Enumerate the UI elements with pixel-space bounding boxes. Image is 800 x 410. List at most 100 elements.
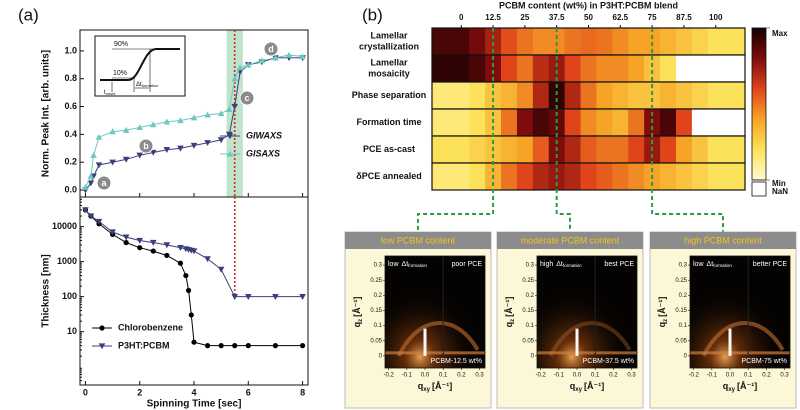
heatmap-cell (660, 163, 677, 190)
annotation-badge (239, 90, 255, 106)
gi-title: high PCBM content (684, 235, 762, 245)
marker (245, 343, 251, 349)
heatmap-cell (707, 163, 746, 190)
x-tick-label: 25 (520, 13, 529, 22)
annotation-label: b (143, 141, 149, 151)
y-axis-label: qz [Å⁻¹] (352, 297, 363, 328)
y-tick-label: 0.05 (370, 338, 382, 344)
heatmap-cell (628, 136, 645, 163)
gi-horizon (385, 351, 485, 355)
marker (149, 149, 157, 156)
marker (177, 145, 184, 152)
y-tick-label: 10000 (52, 221, 77, 231)
marker (109, 128, 116, 135)
x-tick-label: -0.2 (383, 373, 394, 379)
heatmap-cell (532, 82, 550, 109)
legend-label: GIWAXS (246, 130, 282, 140)
heatmap-row-frame (431, 162, 746, 191)
marker (190, 248, 198, 255)
heatmap-cell (469, 163, 486, 190)
annotation-label: c (244, 93, 249, 103)
heatmap-cell (660, 82, 677, 109)
gi-note-part: Δt (402, 261, 409, 268)
heatmap-cell (432, 136, 470, 163)
legend-label: P3HT:PCBM (118, 340, 170, 350)
x-tick-label: 0.0 (421, 373, 430, 379)
gi-note: poor PCE (452, 261, 483, 268)
marker (87, 213, 95, 220)
marker (136, 237, 144, 244)
heatmap-cell (548, 55, 566, 82)
y-tick-label: 0.3 (374, 263, 383, 269)
colorbar-nan (751, 181, 767, 197)
x-tick-label: -0.2 (688, 373, 699, 379)
panel-label: (a) (18, 5, 39, 24)
gi-title: low PCBM content (381, 235, 456, 245)
y-tick-label: 0.2 (526, 293, 535, 299)
marker (258, 57, 266, 64)
heatmap-cell (596, 28, 613, 55)
marker (190, 114, 198, 121)
heatmap-cell (516, 82, 534, 109)
x-axis-label-part: q (418, 381, 424, 391)
y-tick-label: 0.2 (679, 293, 688, 299)
marker (226, 133, 234, 140)
heatmap-cell (564, 82, 582, 109)
marker (232, 343, 238, 349)
heatmap-cell (660, 136, 677, 163)
panel-label: (b) (362, 5, 383, 24)
y-axis-label: Thickness [nm] (41, 254, 52, 327)
gi-image-frame (689, 255, 791, 369)
marker (177, 117, 184, 124)
marker (188, 312, 194, 318)
x-axis-label: qxy [Å⁻¹] (723, 381, 757, 392)
heatmap-cell (580, 55, 598, 82)
heatmap-cell (628, 28, 645, 55)
heatmap-cell (707, 55, 746, 82)
marker (164, 252, 170, 259)
x-tick-label: 12.5 (485, 13, 501, 22)
marker (244, 294, 252, 300)
x-tick-label: 87.5 (676, 13, 692, 22)
y-tick-label: 0.05 (675, 338, 687, 344)
inset-label-part: formation (142, 83, 159, 88)
marker (122, 126, 130, 133)
heatmap-cell (691, 136, 709, 163)
x-axis-label-part: xy (728, 387, 735, 393)
heatmap-cell (532, 109, 550, 136)
x-axis-label-part: [Å⁻¹] (432, 381, 452, 391)
heatmap-cell (612, 163, 629, 190)
row-label: Phase separation (352, 90, 427, 100)
heatmap-cell (707, 28, 746, 55)
marker (231, 103, 239, 110)
heatmap-cell (532, 28, 550, 55)
marker (204, 140, 211, 147)
y-axis-label-part: q (657, 322, 667, 328)
gi-note-part: Δt (707, 261, 714, 268)
heatmap-cell (469, 55, 486, 82)
marker (95, 133, 103, 140)
gi-horizon (690, 351, 790, 355)
connector (417, 28, 495, 232)
gi-sample-label: PCBM-75 wt% (741, 358, 787, 365)
x-tick-label: -0.1 (707, 373, 718, 379)
x-tick-label: 6 (246, 387, 251, 397)
y-tick-label: 0.25 (675, 278, 687, 284)
inset-label: 10% (113, 70, 127, 77)
heatmap-title: PCBM content (wt%) in P3HT:PCBM blend (499, 0, 678, 10)
marker (272, 343, 279, 349)
y-tick-label: 0.15 (522, 308, 534, 314)
heatmap-cell (612, 82, 629, 109)
heatmap-cell (564, 136, 582, 163)
heatmap-cell (469, 109, 486, 136)
row-label: Formation time (356, 117, 421, 127)
inset-label: tonset (104, 90, 116, 96)
heatmap-cell (548, 28, 566, 55)
y-tick-label: 1.0 (64, 45, 77, 55)
x-axis-label-part: [Å⁻¹] (584, 381, 604, 391)
gi-note-part: formation (408, 263, 427, 268)
heatmap-cell (548, 82, 566, 109)
heatmap-cell (596, 163, 613, 190)
marker (109, 229, 116, 236)
y-tick-label: 0.2 (374, 293, 383, 299)
